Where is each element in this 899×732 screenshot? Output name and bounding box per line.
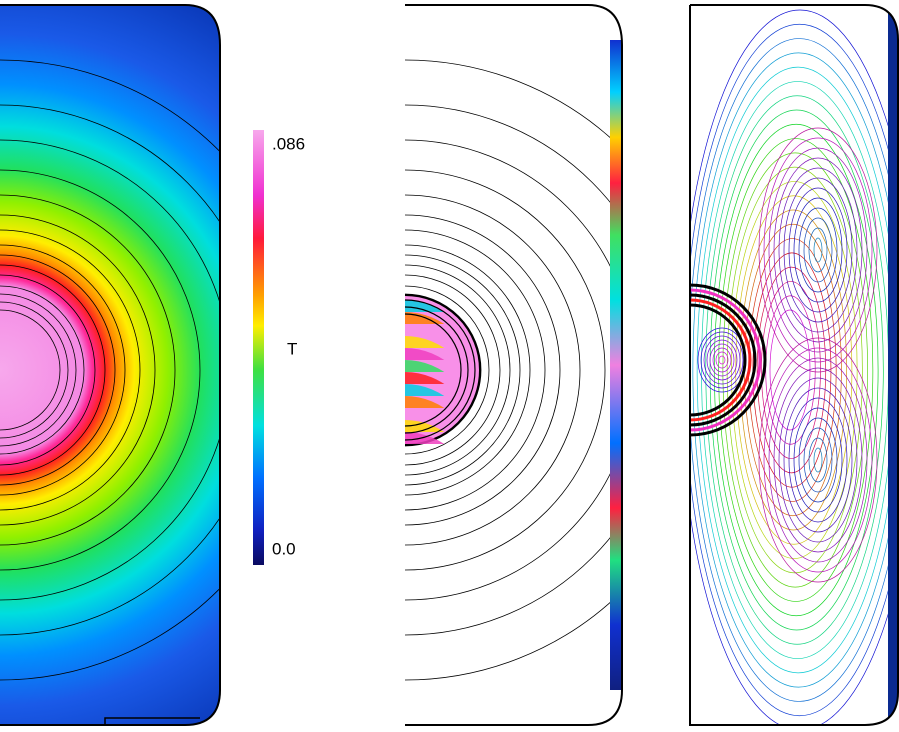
vortex-line [798, 207, 838, 293]
sphere-ring [405, 299, 476, 441]
contour [0, 309, 61, 431]
contour [0, 214, 156, 526]
vortex-line [803, 217, 833, 283]
contour [405, 254, 521, 486]
vortex-line [773, 367, 863, 553]
vortex-line [783, 177, 853, 323]
vortex-line [793, 197, 843, 303]
vortex-line [773, 157, 863, 343]
sphere-ring [690, 298, 752, 422]
streamline [739, 209, 848, 531]
sphere-ring [690, 283, 767, 437]
vortex-line [706, 339, 738, 381]
streamline [692, 52, 898, 688]
streamline [718, 138, 874, 602]
vortex-line [758, 337, 878, 583]
streamline-panel [690, 5, 898, 725]
vortex-line [703, 335, 741, 385]
vortex-line [763, 347, 873, 573]
vortex-line [788, 187, 848, 313]
colorbar-min-label: 0.0 [272, 539, 296, 558]
vortex-line [788, 397, 848, 523]
streamline [769, 309, 811, 431]
contour [0, 254, 116, 486]
vortex-line [813, 447, 823, 473]
vortex-line [768, 357, 868, 563]
contour [0, 293, 77, 447]
contour [405, 214, 561, 526]
temperature-panel-a [0, 5, 220, 725]
contour [405, 264, 511, 476]
streamline [709, 109, 884, 631]
sphere-ring [690, 303, 747, 417]
contour [0, 285, 85, 455]
streamline [735, 195, 853, 545]
contour [0, 274, 96, 466]
sphere-ring [690, 293, 757, 427]
vortex-line [783, 387, 853, 533]
colorbar-title: T [287, 339, 297, 358]
vortex-line [778, 377, 858, 543]
streamline [722, 152, 868, 588]
vortex-line [715, 351, 729, 369]
vortex-line [808, 227, 828, 273]
vortex-line [793, 407, 843, 513]
streamline [696, 66, 898, 674]
contour [0, 194, 176, 546]
sphere-ring [405, 306, 469, 434]
contour [0, 244, 126, 496]
streamline [690, 38, 898, 702]
vortex-line [763, 137, 873, 363]
vortex-line [798, 417, 838, 503]
contour [405, 274, 501, 466]
vortex-line [709, 343, 735, 377]
vortex-line [712, 347, 732, 373]
contour [405, 194, 581, 546]
vortex-line [718, 355, 726, 365]
vortex-line [808, 437, 828, 483]
vortex-line [813, 237, 823, 263]
streamline [756, 266, 827, 474]
vortex-line [803, 427, 833, 493]
colorbar-max-label: .086 [272, 134, 305, 153]
vortex-line [778, 167, 858, 333]
sphere-ring [405, 313, 462, 427]
contour [405, 169, 606, 571]
colorbar [253, 130, 264, 565]
vortex-line [758, 127, 878, 373]
streamline [761, 281, 821, 459]
contour [0, 169, 201, 571]
contour [405, 285, 490, 455]
streamline [690, 23, 898, 717]
vortex-line [768, 147, 868, 353]
contour [405, 244, 531, 496]
vortex-line [700, 331, 744, 389]
contour [0, 301, 69, 439]
streamline [690, 9, 898, 725]
contour [0, 229, 141, 511]
sphere-ring [690, 288, 762, 432]
contour [405, 229, 546, 511]
contour [0, 264, 106, 476]
streamline [713, 123, 879, 617]
